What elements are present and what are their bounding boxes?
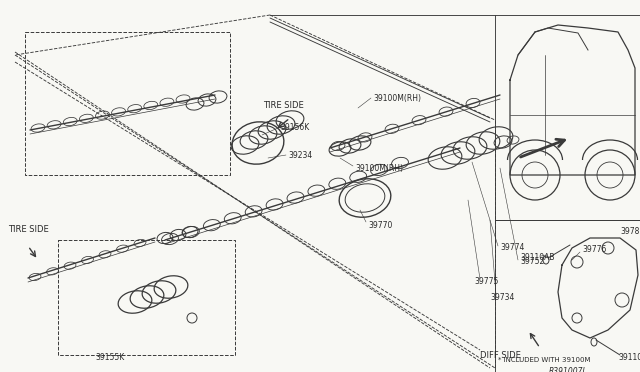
- Text: TIRE SIDE: TIRE SIDE: [263, 100, 304, 109]
- Text: 39774: 39774: [500, 244, 524, 253]
- Text: 39781: 39781: [620, 228, 640, 237]
- Text: TIRE SIDE: TIRE SIDE: [8, 225, 49, 234]
- Text: 39752: 39752: [520, 257, 544, 266]
- Text: 39155K: 39155K: [95, 353, 124, 362]
- Text: DIFF SIDE: DIFF SIDE: [479, 350, 520, 359]
- Text: 39734: 39734: [490, 294, 515, 302]
- Text: 39156K: 39156K: [280, 124, 309, 132]
- Text: 39100M(RH): 39100M(RH): [373, 93, 421, 103]
- Text: * INCLUDED WITH 39100M: * INCLUDED WITH 39100M: [498, 357, 591, 363]
- Text: 39776: 39776: [582, 246, 606, 254]
- Text: 39100M(RH): 39100M(RH): [355, 164, 403, 173]
- Text: 39110A: 39110A: [618, 353, 640, 362]
- Text: R391007L: R391007L: [548, 368, 588, 372]
- Text: 39775: 39775: [474, 278, 499, 286]
- Text: 39770: 39770: [368, 221, 392, 230]
- Text: 39234: 39234: [288, 151, 312, 160]
- Text: 39110AB: 39110AB: [520, 253, 554, 263]
